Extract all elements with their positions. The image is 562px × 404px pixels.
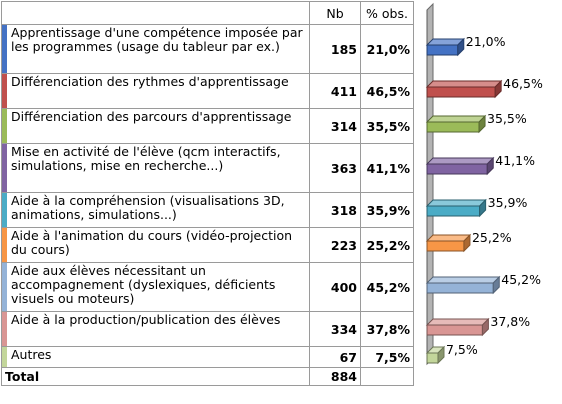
bar (426, 163, 488, 175)
row-label-cell: Différenciation des rythmes d'apprentiss… (1, 73, 310, 109)
category-color-swatch (2, 312, 7, 346)
row-nb: 314 (309, 108, 361, 144)
bar-data-label: 45,2% (501, 272, 541, 287)
row-label: Apprentissage d'une compétence imposée p… (11, 25, 303, 54)
table-row: Différenciation des parcours d'apprentis… (1, 108, 414, 144)
bar-side-face (494, 79, 502, 99)
bar-top-face (425, 157, 495, 165)
category-color-swatch (2, 263, 7, 311)
table-row: Aide à la production/publication des élè… (1, 311, 414, 347)
category-color-swatch (2, 74, 7, 108)
row-nb: 411 (309, 73, 361, 109)
row-nb: 318 (309, 192, 361, 228)
bar-data-label: 35,5% (487, 111, 527, 126)
row-nb: 223 (309, 227, 361, 263)
table-row: Aide à l'animation du cours (vidéo-proje… (1, 227, 414, 263)
bar-side-face (486, 156, 494, 176)
category-color-swatch (2, 144, 7, 192)
row-label: Différenciation des rythmes d'apprentiss… (11, 74, 289, 89)
row-label-cell: Différenciation des parcours d'apprentis… (1, 108, 310, 144)
row-pct: 37,8% (360, 311, 414, 347)
total-label: Total (1, 367, 310, 386)
bar (426, 324, 483, 336)
row-label: Aide à l'animation du cours (vidéo-proje… (11, 228, 293, 257)
bar (426, 240, 465, 252)
bar-top-face (425, 318, 490, 326)
bar (426, 352, 439, 364)
bar (426, 86, 496, 98)
bar-data-label: 46,5% (503, 76, 543, 91)
bar-side-face (457, 37, 465, 57)
bar-top-face (425, 199, 487, 207)
category-color-swatch (2, 193, 7, 227)
row-label-cell: Apprentissage d'une compétence imposée p… (1, 24, 310, 74)
bar-data-label: 7,5% (446, 342, 478, 357)
row-label-cell: Mise en activité de l'élève (qcm interac… (1, 143, 310, 193)
category-color-swatch (2, 109, 7, 143)
bar-top-face (425, 80, 503, 88)
bar-data-label: 37,8% (490, 314, 530, 329)
category-color-swatch (2, 228, 7, 262)
bar-data-label: 25,2% (472, 230, 512, 245)
bar-top-face (425, 115, 487, 123)
bar-side-face (478, 114, 486, 134)
row-label: Autres (11, 347, 52, 362)
row-pct: 35,9% (360, 192, 414, 228)
row-nb: 363 (309, 143, 361, 193)
row-nb: 185 (309, 24, 361, 74)
table-row: Mise en activité de l'élève (qcm interac… (1, 143, 414, 193)
row-label-cell: Aide à l'animation du cours (vidéo-proje… (1, 227, 310, 263)
bar (426, 205, 481, 217)
total-pct-empty (360, 367, 414, 386)
row-pct: 45,2% (360, 262, 414, 312)
bar-top-face (425, 234, 472, 242)
row-pct: 35,5% (360, 108, 414, 144)
table-row: Aide à la compréhension (visualisations … (1, 192, 414, 228)
bar-top-face (425, 276, 501, 284)
bar-data-label: 21,0% (466, 34, 506, 49)
bar (426, 121, 480, 133)
row-label-cell: Aide à la production/publication des élè… (1, 311, 310, 347)
row-pct: 25,2% (360, 227, 414, 263)
bar-side-face (492, 275, 500, 295)
total-row: Total 884 (1, 367, 414, 386)
bar-side-face (463, 233, 471, 253)
bar (426, 282, 494, 294)
category-color-swatch (2, 25, 7, 73)
row-pct: 41,1% (360, 143, 414, 193)
row-nb: 67 (309, 346, 361, 368)
table-row: Autres 67 7,5% (1, 346, 414, 368)
bar-data-label: 35,9% (488, 195, 528, 210)
row-label: Mise en activité de l'élève (qcm interac… (11, 144, 281, 173)
row-pct: 21,0% (360, 24, 414, 74)
row-label: Aide à la production/publication des élè… (11, 312, 281, 327)
row-label: Aide à la compréhension (visualisations … (11, 193, 285, 222)
category-color-swatch (2, 347, 7, 367)
row-label: Différenciation des parcours d'apprentis… (11, 109, 292, 124)
row-label-cell: Aide à la compréhension (visualisations … (1, 192, 310, 228)
total-nb: 884 (309, 367, 361, 386)
results-table: Nb % obs. Apprentissage d'une compétence… (1, 1, 414, 386)
chart-axis-wall (426, 2, 434, 366)
bar-side-face (481, 317, 489, 337)
bar-side-face (479, 198, 487, 218)
bar-side-face (437, 345, 445, 365)
table-row: Apprentissage d'une compétence imposée p… (1, 24, 414, 74)
table-row: Différenciation des rythmes d'apprentiss… (1, 73, 414, 109)
bar-data-label: 41,1% (495, 153, 535, 168)
row-label: Aide aux élèves nécessitant un accompagn… (11, 263, 276, 306)
bar (426, 44, 459, 56)
